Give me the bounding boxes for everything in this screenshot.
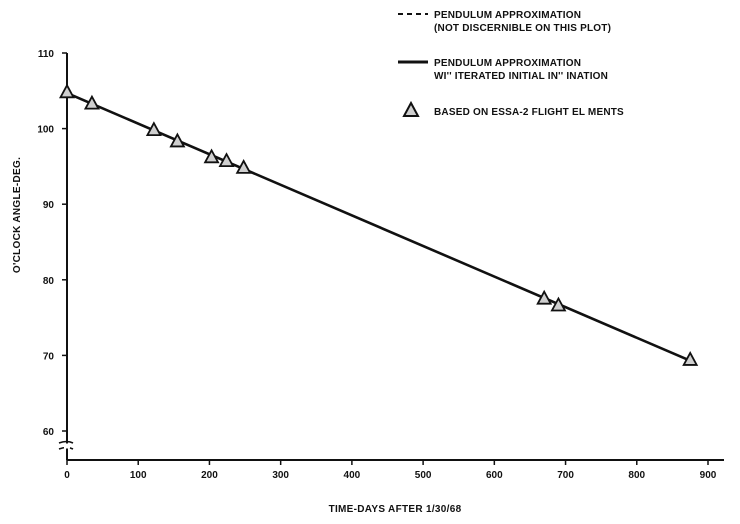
y-tick-label: 110 [38, 49, 55, 60]
x-tick-label: 600 [486, 470, 503, 481]
y-tick-label: 90 [43, 200, 55, 211]
x-axis-title: TIME-DAYS AFTER 1/30/68 [329, 504, 462, 515]
x-tick-label: 300 [272, 470, 289, 481]
y-tick-label: 80 [43, 276, 55, 287]
x-tick-label: 500 [415, 470, 432, 481]
x-tick-label: 400 [344, 470, 361, 481]
legend-item-2-line-2: WI'' ITERATED INITIAL IN'' INATION [434, 71, 608, 82]
data-point-triangle [235, 159, 252, 174]
x-tick-label: 800 [628, 470, 645, 481]
legend: PENDULUM APPROXIMATION (NOT DISCERNIBLE … [398, 10, 624, 118]
data-point-triangle [145, 121, 162, 137]
data-point-triangle [550, 296, 567, 312]
y-axis-ticks: 60 70 80 90 100 110 [37, 49, 67, 438]
data-point-triangle [682, 351, 699, 366]
data-point-triangle [218, 152, 235, 168]
y-tick-label: 60 [43, 427, 55, 438]
x-tick-label: 100 [130, 470, 147, 481]
legend-item-2-line-1: PENDULUM APPROXIMATION [434, 58, 581, 69]
data-point-triangle [203, 148, 220, 164]
y-axis-title: O'CLOCK ANGLE-DEG. [12, 157, 23, 273]
x-tick-label: 0 [64, 470, 70, 481]
y-axis-break [58, 440, 74, 450]
x-tick-label: 700 [557, 470, 574, 481]
legend-item-1-line-2: (NOT DISCERNIBLE ON THIS PLOT) [434, 23, 611, 34]
data-point-triangle [58, 83, 76, 99]
y-tick-label: 70 [43, 351, 55, 362]
x-axis-ticks: 0 100 200 300 400 500 600 700 800 900 [64, 460, 717, 481]
x-tick-label: 900 [700, 470, 717, 481]
data-point-triangle [169, 132, 186, 148]
series-line [66, 91, 691, 362]
legend-triangle-marker [402, 100, 420, 117]
series-points-group [58, 83, 699, 366]
y-tick-label: 100 [37, 125, 54, 136]
series-line-group [66, 91, 691, 362]
data-point-triangle [536, 289, 553, 305]
legend-item-1-line-1: PENDULUM APPROXIMATION [434, 10, 581, 21]
data-point-triangle [83, 94, 100, 110]
x-tick-label: 200 [201, 470, 218, 481]
legend-item-3-line-1: BASED ON ESSA-2 FLIGHT EL MENTS [434, 107, 624, 118]
